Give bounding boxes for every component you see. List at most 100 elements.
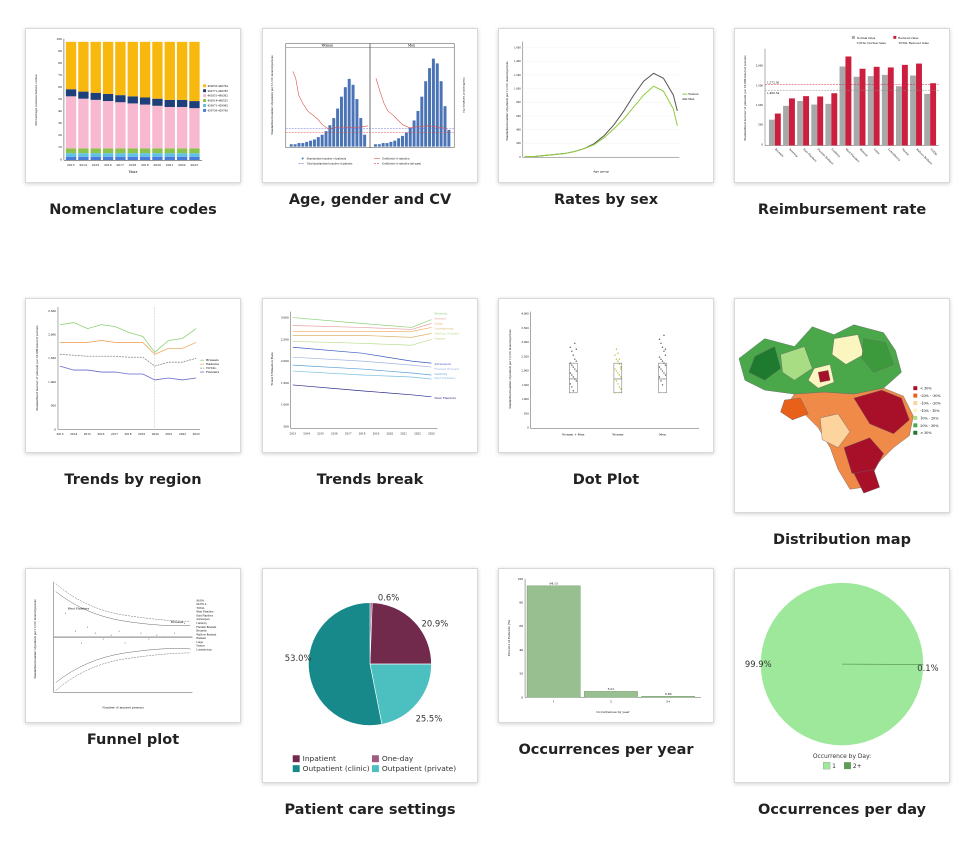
caption-funnel-plot[interactable]: Funnel plot xyxy=(86,732,180,748)
age-gender-bar xyxy=(373,144,377,147)
age-gender-bar xyxy=(359,118,363,147)
nomenclature-x-tick: 2013 xyxy=(67,163,75,167)
caption-age-gender-cv[interactable]: Age, gender and CV xyxy=(288,192,452,208)
nomenclature-segment xyxy=(90,156,101,161)
nomenclature-segment xyxy=(139,148,151,154)
funnel-point xyxy=(75,630,77,632)
map-legend-item: -20% - -30% xyxy=(920,394,940,398)
nomenclature-segment xyxy=(164,156,175,161)
nomenclature-segment xyxy=(65,148,77,154)
caption-patient-care-settings[interactable]: Patient care settings xyxy=(284,802,456,818)
trends-break-x-tick: 2021 xyxy=(400,432,407,435)
reimb-legend-total-normal: TOTAL Normal rates xyxy=(857,41,887,45)
trends-region-y-tick: 2,000 xyxy=(48,333,56,337)
age-gender-bar xyxy=(312,139,316,147)
nomenclature-segment xyxy=(189,108,200,149)
thumbnail-patient-care-settings[interactable]: 0.6% 20.9% 25.5% 53.0% Inpatient One-day… xyxy=(262,568,478,783)
caption-rates-by-sex[interactable]: Rates by sex xyxy=(553,192,659,208)
funnel-x-label: Number of insured persons xyxy=(102,705,144,709)
trends-break-label: Flemish Brabant xyxy=(434,367,460,371)
funnel-point xyxy=(65,612,67,614)
nomenclature-segment xyxy=(90,153,101,157)
caption-distribution-map[interactable]: Distribution map xyxy=(773,532,911,548)
nomenclature-legend-item: 459756-459760 xyxy=(208,110,229,113)
funnel-legend-item: East Flanders xyxy=(196,614,213,617)
nomenclature-segment xyxy=(164,99,175,107)
reimb-bar-reduced xyxy=(859,68,866,146)
nomenclature-segment xyxy=(102,153,114,157)
funnel-legend-item: Limburg xyxy=(196,622,207,625)
age-gender-panel-men: Men xyxy=(408,44,415,48)
age-gender-bar xyxy=(316,137,320,147)
map-legend-item: -10% - 10% xyxy=(920,409,939,413)
thumbnail-distribution-map[interactable]: < 30% -20% - -30% -10% - -20% -10% - 10% 10%… xyxy=(734,298,950,513)
nomenclature-y-tick: 10 xyxy=(58,145,62,149)
caption-dot-plot[interactable]: Dot Plot xyxy=(572,472,640,488)
trends-break-label: West Flanders xyxy=(434,396,456,400)
map-legend-item: -10% - -20% xyxy=(920,402,940,406)
thumbnail-nomenclature-codes[interactable]: 100 90 80 70 60 50 40 30 20 10 0 2013 2014 2015 2016 2… xyxy=(25,28,241,183)
nomenclature-segment xyxy=(139,104,151,149)
dot-plot-point xyxy=(617,383,619,385)
dot-plot-y-tick: 2,500 xyxy=(521,355,529,358)
trends-break-label: Antwerpen xyxy=(433,362,451,366)
nomenclature-x-tick: 2020 xyxy=(153,163,161,167)
dot-plot-point xyxy=(663,372,665,374)
care-legend-inpatient: Inpatient xyxy=(303,754,336,763)
funnel-legend-item: Hainaut xyxy=(196,637,206,640)
funnel-legend-item: 99.8% xyxy=(196,599,204,602)
funnel-y-label: Standardised number of patients per 10,0… xyxy=(34,599,37,679)
rates-sex-legend-men: Men xyxy=(688,97,694,101)
care-pie-label-inpatient: 20.9% xyxy=(422,618,449,628)
nomenclature-segment xyxy=(176,106,188,149)
reimb-x-tick: Brussels xyxy=(774,148,784,158)
age-gender-bar xyxy=(324,131,328,147)
thumbnail-occurrences-per-day[interactable]: 99.9% 0.1% Occurrence by Day: 1 2+ xyxy=(734,568,950,783)
age-gender-bar xyxy=(351,84,355,147)
dot-plot-point xyxy=(572,376,574,378)
dot-plot-point xyxy=(615,370,618,372)
reimb-bar-normal xyxy=(924,93,931,146)
dot-plot-point xyxy=(572,354,574,356)
thumbnail-occurrences-per-year[interactable]: 100 80 60 40 20 0 94.13 1 5.01 2 0.86 3+ Percent o… xyxy=(498,568,714,723)
dot-plot-point xyxy=(620,376,622,378)
thumbnail-dot-plot[interactable]: 4,000 3,500 3,000 2,500 2,000 1,500 1,000 500 0 … xyxy=(498,298,714,453)
occ-day-label-1: 99.9% xyxy=(745,659,772,669)
nomenclature-segment xyxy=(78,156,89,161)
age-gender-bar xyxy=(439,81,443,147)
nomenclature-segment xyxy=(115,148,126,154)
map-legend-item: 10% - 20% xyxy=(920,416,938,420)
caption-occurrences-per-day[interactable]: Occurrences per day xyxy=(758,802,926,818)
trends-region-x-tick: 2017 xyxy=(111,432,118,436)
dot-plot-point xyxy=(661,360,664,362)
age-gender-bar xyxy=(431,58,435,147)
nomenclature-segment xyxy=(152,156,163,161)
rates-sex-y-tick: 1,600 xyxy=(514,47,521,50)
reimb-ref-label-2: 1,469.34 xyxy=(767,91,779,95)
caption-reimbursement-rate[interactable]: Reimbursement rate xyxy=(757,202,927,218)
dot-plot-y-tick: 3,000 xyxy=(521,341,529,344)
caption-trends-by-region[interactable]: Trends by region xyxy=(64,472,202,488)
age-gender-bar xyxy=(404,132,408,147)
reimb-bar-normal xyxy=(881,74,888,146)
thumbnail-trends-break[interactable]: 3,000 2,500 2,000 1,500 1,000 500 2013 2014 201… xyxy=(262,298,478,453)
caption-trends-break[interactable]: Trends break xyxy=(316,472,424,488)
reimb-bar-reduced xyxy=(788,98,795,146)
reimb-x-tick: East Flanders xyxy=(802,148,817,163)
dot-plot-point xyxy=(664,354,667,356)
trends-break-y-tick: 500 xyxy=(283,425,289,429)
funnel-point xyxy=(110,634,112,636)
thumbnail-trends-by-region[interactable]: 2,500 2,000 1,500 1,000 500 0 2013 2014 2015 201… xyxy=(25,298,241,453)
thumbnail-age-gender-cv[interactable]: Women Men Standardised number of patient… xyxy=(262,28,478,183)
thumbnail-reimbursement-rate[interactable]: Normal rates Reduced rates TOTAL Normal … xyxy=(734,28,950,183)
caption-occurrences-per-year[interactable]: Occurrences per year xyxy=(518,742,694,758)
occ-year-value-label: 94.13 xyxy=(549,581,558,585)
nomenclature-segment xyxy=(152,148,163,154)
nomenclature-segment xyxy=(115,102,126,149)
dot-plot-point xyxy=(618,374,621,376)
trends-region-y-tick: 0 xyxy=(54,427,56,431)
caption-nomenclature-codes[interactable]: Nomenclature codes xyxy=(49,202,217,218)
dot-plot-point xyxy=(569,346,572,348)
thumbnail-rates-by-sex[interactable]: 1,600 1,400 1,200 1,000 800 600 400 200 0 Standa… xyxy=(498,28,714,183)
thumbnail-funnel-plot[interactable]: West Flanders Brussels Standardised numb… xyxy=(25,568,241,723)
